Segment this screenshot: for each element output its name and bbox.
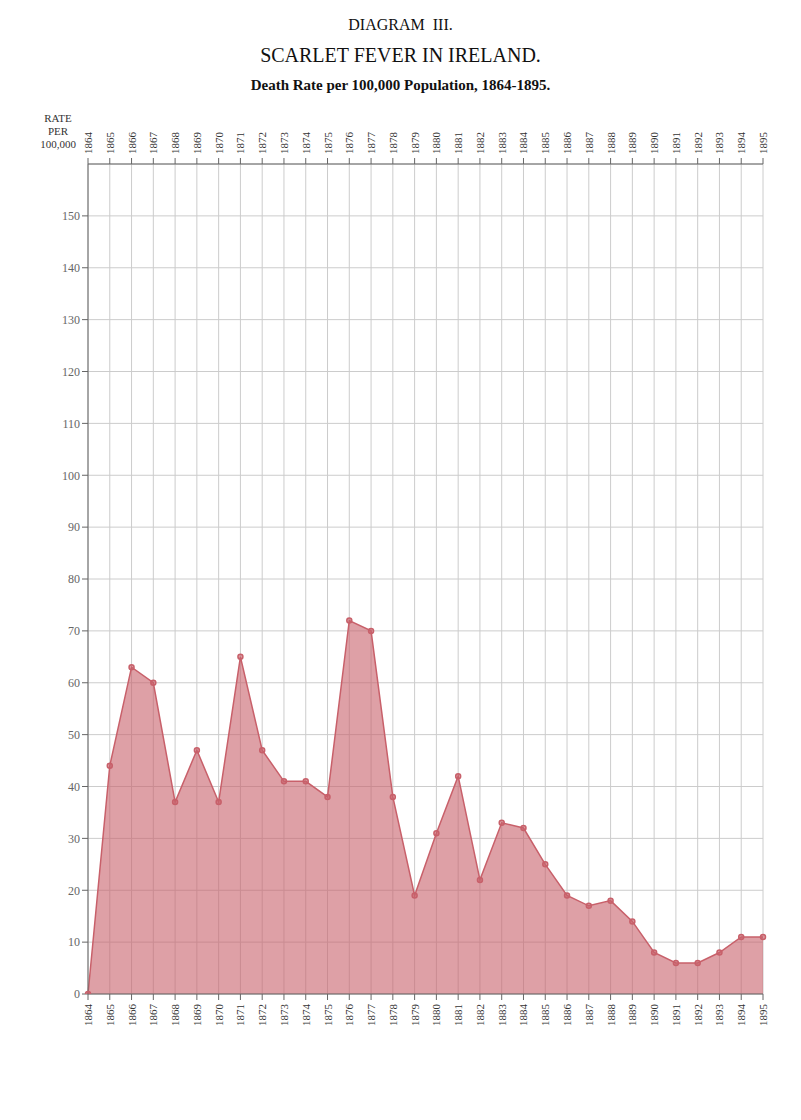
svg-text:110: 110 [62, 417, 80, 431]
svg-text:1884: 1884 [517, 132, 529, 155]
svg-text:1864: 1864 [82, 1004, 94, 1027]
svg-text:1885: 1885 [539, 1004, 551, 1027]
svg-text:1887: 1887 [583, 132, 595, 155]
svg-text:1891: 1891 [670, 132, 682, 154]
svg-text:60: 60 [68, 676, 80, 690]
svg-text:1888: 1888 [605, 1004, 617, 1027]
svg-text:1868: 1868 [169, 1004, 181, 1027]
svg-text:1865: 1865 [104, 1004, 116, 1027]
svg-text:1883: 1883 [496, 1004, 508, 1027]
svg-text:1890: 1890 [648, 132, 660, 155]
svg-text:1893: 1893 [713, 132, 725, 155]
svg-text:70: 70 [68, 624, 80, 638]
svg-text:1878: 1878 [387, 1004, 399, 1027]
svg-text:80: 80 [68, 572, 80, 586]
svg-text:130: 130 [62, 313, 80, 327]
svg-text:1872: 1872 [256, 1004, 268, 1026]
svg-text:10: 10 [68, 935, 80, 949]
svg-text:1892: 1892 [692, 132, 704, 154]
svg-text:1876: 1876 [343, 1004, 355, 1027]
svg-text:50: 50 [68, 728, 80, 742]
svg-text:40: 40 [68, 780, 80, 794]
svg-text:1893: 1893 [713, 1004, 725, 1027]
svg-text:1879: 1879 [409, 132, 421, 155]
svg-text:1877: 1877 [365, 132, 377, 155]
svg-text:1876: 1876 [343, 132, 355, 155]
svg-text:1869: 1869 [191, 1004, 203, 1027]
svg-text:1873: 1873 [278, 132, 290, 155]
svg-text:1871: 1871 [234, 1004, 246, 1026]
svg-text:1886: 1886 [561, 132, 573, 155]
svg-text:1889: 1889 [626, 132, 638, 155]
svg-text:1878: 1878 [387, 132, 399, 155]
svg-text:150: 150 [62, 209, 80, 223]
svg-text:1872: 1872 [256, 132, 268, 154]
svg-text:1874: 1874 [300, 132, 312, 155]
svg-text:100: 100 [62, 469, 80, 483]
svg-text:140: 140 [62, 261, 80, 275]
svg-text:1883: 1883 [496, 131, 508, 154]
svg-text:1882: 1882 [474, 1004, 486, 1026]
svg-text:20: 20 [68, 884, 80, 898]
svg-text:1864: 1864 [82, 132, 94, 155]
svg-text:RATEPER100,000: RATEPER100,000 [40, 112, 76, 150]
svg-text:1882: 1882 [474, 132, 486, 154]
svg-text:1868: 1868 [169, 132, 181, 155]
svg-text:1886: 1886 [561, 1004, 573, 1027]
svg-text:1870: 1870 [213, 132, 225, 155]
html-text:SCARLET FEVER IN IRELAND.: SCARLET FEVER IN IRELAND. [260, 44, 541, 66]
svg-text:1869: 1869 [191, 132, 203, 155]
svg-text:1881: 1881 [452, 132, 464, 154]
svg-text:120: 120 [62, 365, 80, 379]
svg-text:1867: 1867 [147, 1004, 159, 1027]
svg-text:1888: 1888 [605, 132, 617, 155]
svg-text:90: 90 [68, 520, 80, 534]
svg-text:1889: 1889 [626, 1004, 638, 1027]
svg-text:1871: 1871 [234, 132, 246, 154]
svg-text:1870: 1870 [213, 1004, 225, 1027]
svg-text:1890: 1890 [648, 1004, 660, 1027]
svg-text:1875: 1875 [322, 132, 334, 155]
svg-text:1866: 1866 [126, 132, 138, 155]
svg-text:1891: 1891 [670, 1004, 682, 1026]
svg-text:1877: 1877 [365, 1004, 377, 1027]
svg-text:1885: 1885 [539, 132, 551, 155]
svg-text:30: 30 [68, 832, 80, 846]
svg-text:1865: 1865 [104, 132, 116, 155]
html-text:Death Rate per 100,000 Populat: Death Rate per 100,000 Population, 1864-… [250, 77, 551, 93]
svg-text:1875: 1875 [322, 1004, 334, 1027]
svg-text:1879: 1879 [409, 1004, 421, 1027]
svg-text:1895: 1895 [757, 132, 769, 155]
svg-text:1894: 1894 [735, 1004, 747, 1027]
svg-text:1867: 1867 [147, 132, 159, 155]
svg-text:1887: 1887 [583, 1004, 595, 1027]
html-text:DIAGRAM III.: DIAGRAM III. [348, 16, 453, 33]
svg-text:1880: 1880 [430, 132, 442, 155]
svg-text:1881: 1881 [452, 1004, 464, 1026]
svg-text:1873: 1873 [278, 1004, 290, 1027]
svg-text:1874: 1874 [300, 1004, 312, 1027]
svg-text:1894: 1894 [735, 132, 747, 155]
svg-text:0: 0 [74, 987, 80, 1001]
svg-text:1884: 1884 [517, 1004, 529, 1027]
svg-text:1892: 1892 [692, 1004, 704, 1026]
svg-text:1866: 1866 [126, 1004, 138, 1027]
svg-text:1880: 1880 [430, 1004, 442, 1027]
svg-text:1895: 1895 [757, 1004, 769, 1027]
